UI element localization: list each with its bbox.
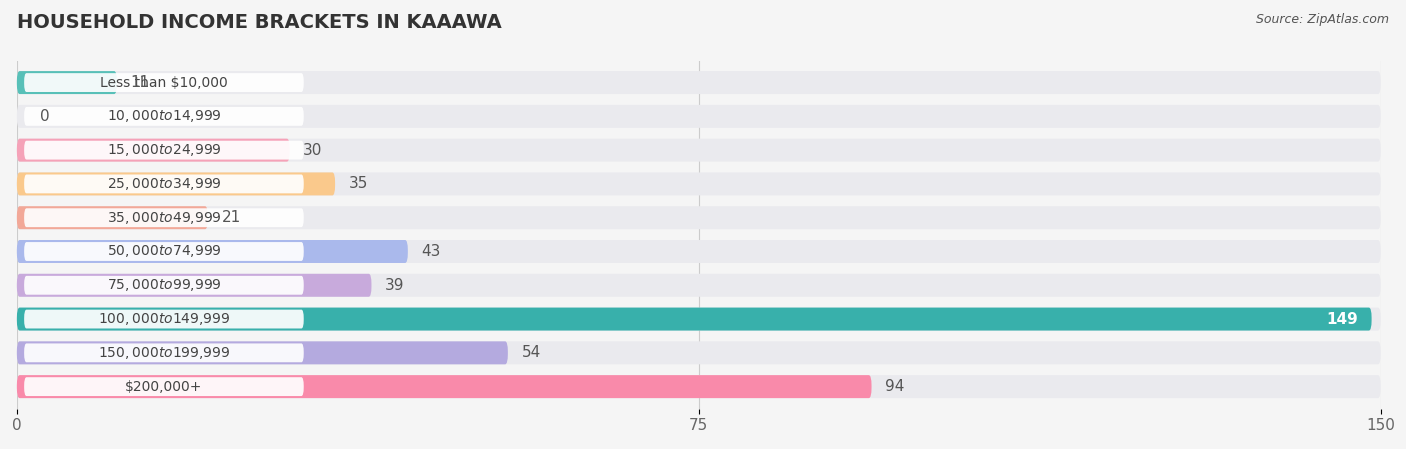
FancyBboxPatch shape bbox=[24, 310, 304, 329]
FancyBboxPatch shape bbox=[17, 206, 1381, 229]
Text: 0: 0 bbox=[39, 109, 49, 124]
FancyBboxPatch shape bbox=[17, 71, 117, 94]
FancyBboxPatch shape bbox=[17, 341, 508, 364]
Text: $150,000 to $199,999: $150,000 to $199,999 bbox=[98, 345, 231, 361]
Text: Less than $10,000: Less than $10,000 bbox=[100, 75, 228, 89]
FancyBboxPatch shape bbox=[24, 107, 304, 126]
FancyBboxPatch shape bbox=[24, 141, 304, 159]
FancyBboxPatch shape bbox=[24, 175, 304, 194]
FancyBboxPatch shape bbox=[17, 240, 1381, 263]
Text: 149: 149 bbox=[1326, 312, 1358, 326]
FancyBboxPatch shape bbox=[17, 308, 1372, 330]
FancyBboxPatch shape bbox=[24, 276, 304, 295]
Text: $35,000 to $49,999: $35,000 to $49,999 bbox=[107, 210, 221, 226]
Text: 35: 35 bbox=[349, 176, 368, 191]
Text: 54: 54 bbox=[522, 345, 541, 361]
Text: $10,000 to $14,999: $10,000 to $14,999 bbox=[107, 108, 221, 124]
Text: $100,000 to $149,999: $100,000 to $149,999 bbox=[98, 311, 231, 327]
FancyBboxPatch shape bbox=[17, 308, 1381, 330]
FancyBboxPatch shape bbox=[24, 242, 304, 261]
FancyBboxPatch shape bbox=[17, 139, 290, 162]
FancyBboxPatch shape bbox=[17, 105, 1381, 128]
Text: $25,000 to $34,999: $25,000 to $34,999 bbox=[107, 176, 221, 192]
Text: HOUSEHOLD INCOME BRACKETS IN KAAAWA: HOUSEHOLD INCOME BRACKETS IN KAAAWA bbox=[17, 13, 502, 32]
FancyBboxPatch shape bbox=[17, 139, 1381, 162]
Text: Source: ZipAtlas.com: Source: ZipAtlas.com bbox=[1256, 13, 1389, 26]
Text: 21: 21 bbox=[222, 210, 240, 225]
Text: $50,000 to $74,999: $50,000 to $74,999 bbox=[107, 243, 221, 260]
FancyBboxPatch shape bbox=[17, 375, 1381, 398]
FancyBboxPatch shape bbox=[24, 208, 304, 227]
Text: $200,000+: $200,000+ bbox=[125, 380, 202, 394]
Text: 30: 30 bbox=[304, 143, 322, 158]
Text: 43: 43 bbox=[422, 244, 441, 259]
FancyBboxPatch shape bbox=[24, 73, 304, 92]
FancyBboxPatch shape bbox=[17, 341, 1381, 364]
Text: $75,000 to $99,999: $75,000 to $99,999 bbox=[107, 277, 221, 293]
FancyBboxPatch shape bbox=[17, 172, 1381, 195]
Text: $15,000 to $24,999: $15,000 to $24,999 bbox=[107, 142, 221, 158]
FancyBboxPatch shape bbox=[17, 274, 1381, 297]
Text: 11: 11 bbox=[131, 75, 150, 90]
FancyBboxPatch shape bbox=[24, 343, 304, 362]
Text: 94: 94 bbox=[886, 379, 904, 394]
Text: 39: 39 bbox=[385, 278, 405, 293]
FancyBboxPatch shape bbox=[17, 172, 335, 195]
FancyBboxPatch shape bbox=[24, 377, 304, 396]
FancyBboxPatch shape bbox=[17, 274, 371, 297]
FancyBboxPatch shape bbox=[17, 240, 408, 263]
FancyBboxPatch shape bbox=[17, 206, 208, 229]
FancyBboxPatch shape bbox=[17, 375, 872, 398]
FancyBboxPatch shape bbox=[17, 71, 1381, 94]
